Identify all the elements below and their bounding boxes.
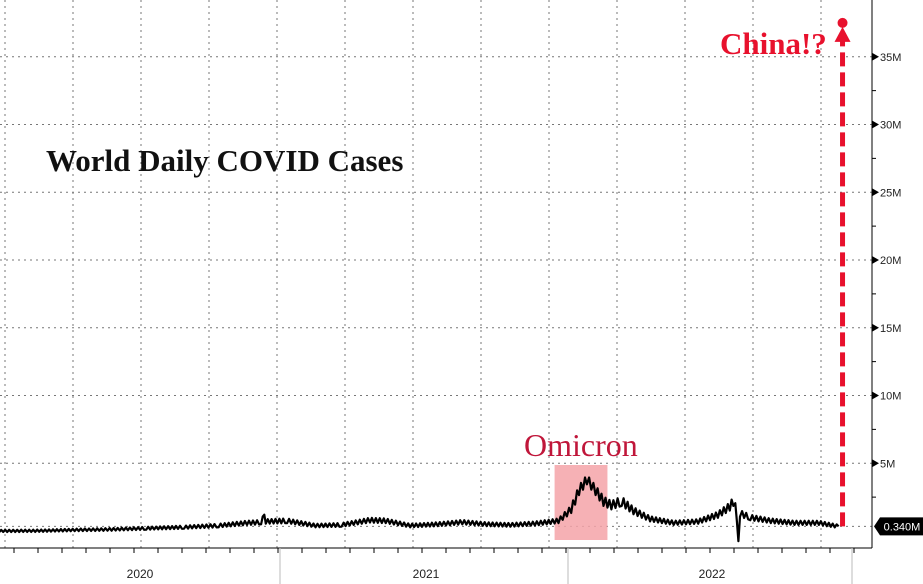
x-tick-label: 2020 [127, 567, 154, 581]
last-value-label: 0.340M [884, 521, 921, 533]
y-tick-label: 20M [880, 255, 901, 267]
x-tick-label: 2021 [413, 567, 440, 581]
y-tick-label: 25M [880, 187, 901, 199]
y-tick-marker [872, 188, 879, 197]
y-tick-label: 35M [880, 52, 901, 64]
arrow-head-icon [834, 26, 851, 42]
china-annotation: China!? [720, 26, 827, 61]
series-line [0, 476, 840, 543]
y-tick-marker [872, 52, 879, 61]
y-tick-label: 30M [880, 120, 901, 132]
y-tick-label: 15M [880, 323, 901, 335]
chart-title: World Daily COVID Cases [46, 143, 404, 178]
x-tick-label: 2022 [699, 567, 726, 581]
y-tick-marker [872, 323, 879, 332]
y-tick-label: 5M [880, 458, 895, 470]
last-value-badge [874, 517, 923, 536]
omicron-highlight [554, 465, 608, 540]
omicron-annotation: Omicron [524, 427, 638, 463]
y-tick-label: 10M [880, 391, 901, 403]
y-tick-marker [872, 256, 879, 264]
y-tick-marker [872, 120, 879, 129]
y-tick-marker [872, 391, 879, 400]
china-data-point [837, 17, 848, 28]
y-tick-marker [872, 459, 879, 468]
